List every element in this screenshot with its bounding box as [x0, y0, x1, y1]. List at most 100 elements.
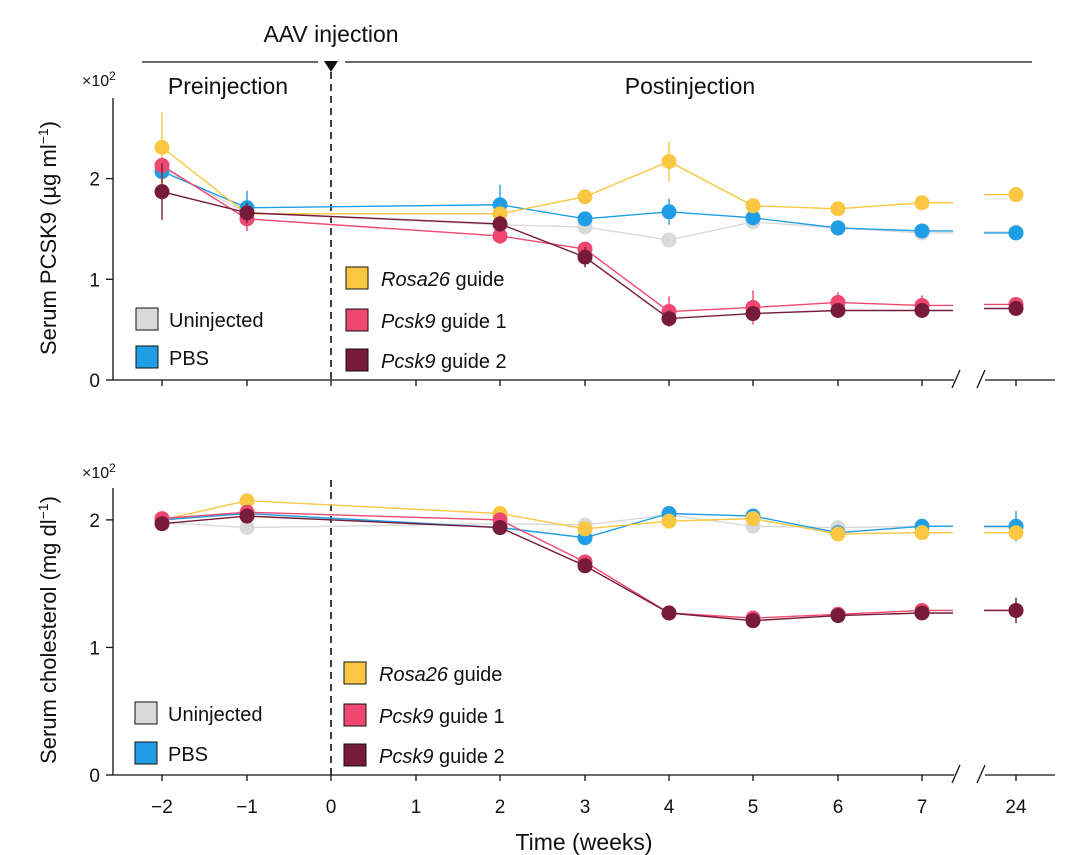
- data-point: [492, 228, 508, 244]
- injection-annotation: AAV injection Preinjection Postinjection: [142, 21, 1032, 99]
- data-point: [1008, 187, 1024, 203]
- series-pbs: [154, 164, 1024, 241]
- data-point: [239, 508, 255, 524]
- y-multiplier: ×102: [82, 461, 116, 482]
- data-point: [154, 516, 170, 532]
- x-tick-label: 1: [411, 797, 422, 818]
- x-tick-label: 0: [326, 797, 337, 818]
- data-point: [577, 189, 593, 205]
- y-tick-label: 1: [89, 270, 100, 291]
- data-point: [914, 605, 930, 621]
- legend-label: Pcsk9 guide 2: [379, 746, 505, 768]
- y-tick-label: 2: [89, 170, 100, 191]
- data-point: [914, 525, 930, 541]
- x-tick-label: −1: [236, 797, 258, 818]
- data-point: [661, 513, 677, 529]
- data-point: [154, 139, 170, 155]
- legend-label: Rosa26 guide: [381, 269, 504, 291]
- data-point: [745, 198, 761, 214]
- injection-arrow-icon: [324, 61, 338, 72]
- data-point: [492, 520, 508, 536]
- legend-item: Rosa26 guide: [343, 661, 502, 686]
- data-point: [661, 232, 677, 248]
- data-point: [830, 201, 846, 217]
- series-line: [161, 170, 923, 232]
- legend-item: Pcsk9 guide 1: [345, 308, 507, 333]
- data-point: [239, 520, 255, 536]
- cholesterol-panel: 0 1 2 ×102 Serum cholesterol (mg dl−1) −2 −1 0 1…: [35, 461, 1055, 818]
- y-tick-label: 1: [89, 638, 100, 659]
- legend-item: Uninjected: [134, 701, 263, 726]
- legend-swatch: [134, 741, 158, 765]
- data-point: [1008, 225, 1024, 241]
- x-tick-label: 7: [917, 797, 928, 818]
- data-point: [577, 521, 593, 537]
- axis-break-mark: [951, 369, 961, 389]
- data-point: [577, 558, 593, 574]
- legend-item: Pcsk9 guide 1: [343, 703, 505, 728]
- y-tick-label: 0: [89, 371, 100, 392]
- data-point: [661, 153, 677, 169]
- data-point: [1008, 525, 1024, 541]
- data-point: [239, 205, 255, 221]
- x-tick-label: 3: [580, 797, 591, 818]
- series-rosa26-guide: [154, 112, 1024, 222]
- legend-swatch: [343, 743, 367, 767]
- data-point: [577, 249, 593, 265]
- data-point: [745, 613, 761, 629]
- legend-label: Pcsk9 guide 1: [381, 311, 507, 333]
- legend-item: Pcsk9 guide 2: [343, 743, 505, 768]
- legend-swatch: [343, 661, 367, 685]
- axis-break-mark: [976, 764, 986, 784]
- legend-swatch: [135, 307, 159, 331]
- x-tick-label: 6: [833, 797, 844, 818]
- series-line: [161, 514, 923, 529]
- data-point: [830, 303, 846, 319]
- legend-item: Pcsk9 guide 2: [345, 348, 507, 373]
- series-line: [161, 500, 923, 535]
- data-point: [914, 195, 930, 211]
- data-point: [830, 526, 846, 542]
- series-line: [161, 164, 923, 313]
- y-axis-label: Serum cholesterol (mg dl−1): [35, 496, 61, 764]
- data-point: [745, 306, 761, 322]
- data-point: [577, 211, 593, 227]
- x-tick-label: 2: [495, 797, 506, 818]
- data-point: [914, 303, 930, 319]
- data-point: [914, 223, 930, 239]
- data-point: [492, 216, 508, 232]
- series-line: [161, 167, 923, 241]
- y-multiplier: ×102: [82, 69, 116, 90]
- legend-label: Uninjected: [168, 704, 263, 726]
- data-point: [239, 493, 255, 509]
- data-point: [830, 608, 846, 624]
- legend-item: PBS: [135, 345, 209, 370]
- legend-label: PBS: [168, 744, 208, 766]
- legend-item: Rosa26 guide: [345, 266, 504, 291]
- y-tick-label: 2: [89, 511, 100, 532]
- series-line: [161, 511, 923, 619]
- pcsk9-panel: 0 1 2 ×102 Serum PCSK9 (µg ml−1) Uninjected PB…: [35, 69, 1055, 392]
- axis-break-mark: [951, 764, 961, 784]
- legend-label: Pcsk9 guide 1: [379, 706, 505, 728]
- legend-swatch: [134, 701, 158, 725]
- y-axis-label: Serum PCSK9 (µg ml−1): [35, 121, 61, 355]
- x-tick-label: 5: [748, 797, 759, 818]
- legend-item: PBS: [134, 741, 208, 766]
- data-point: [1008, 602, 1024, 618]
- legend-swatch: [345, 308, 369, 332]
- data-point: [661, 605, 677, 621]
- data-point: [830, 220, 846, 236]
- legend-swatch: [345, 266, 369, 290]
- legend-item: Uninjected: [135, 307, 264, 332]
- series-pcsk9-guide-2: [154, 163, 1024, 327]
- series-line: [161, 146, 923, 215]
- legend-label: PBS: [169, 348, 209, 370]
- axis-break-mark: [976, 369, 986, 389]
- data-point: [661, 311, 677, 327]
- legend-swatch: [345, 348, 369, 372]
- series-line: [161, 190, 922, 320]
- x-tick-label: 4: [664, 797, 675, 818]
- data-point: [1008, 300, 1024, 316]
